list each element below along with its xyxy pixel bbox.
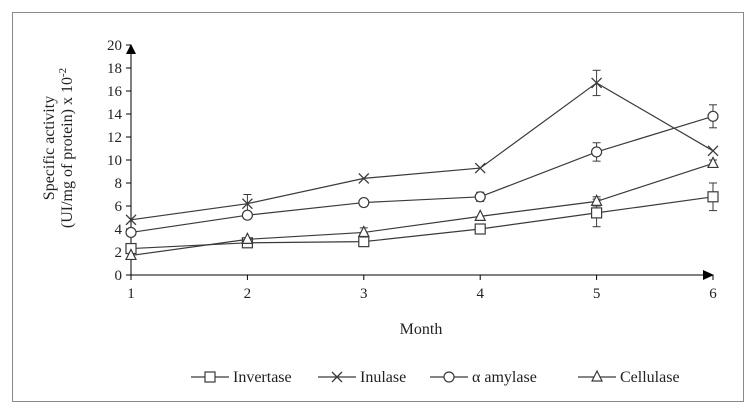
data-point	[125, 214, 137, 226]
data-point	[241, 209, 253, 221]
legend-marker	[331, 371, 343, 383]
legend-marker	[204, 371, 216, 383]
legend: Invertase Inulase α amylase Cellulase	[191, 369, 680, 386]
x-tick-label: 3	[360, 286, 368, 302]
data-point	[241, 232, 254, 244]
x-tick-label: 6	[709, 286, 717, 302]
y-axis-label-exponent: -2	[57, 68, 69, 77]
y-axis-arrow	[126, 44, 136, 54]
y-tick-label: 4	[115, 222, 123, 238]
data-point	[125, 226, 137, 239]
data-point	[707, 156, 719, 169]
y-axis-label-unit-text: (UI/mg of protein) x 10	[59, 77, 76, 228]
x-tick-label: 5	[593, 286, 601, 302]
data-point	[358, 236, 370, 248]
series-circle	[125, 104, 719, 239]
series-line	[130, 162, 714, 257]
series-line	[130, 196, 714, 250]
y-tick-label: 10	[107, 153, 122, 169]
y-tick-label: 18	[107, 61, 122, 77]
x-tick-label: 1	[127, 286, 135, 302]
y-tick-label: 0	[115, 268, 123, 284]
x-tick-label: 4	[476, 286, 484, 302]
x-tick-label: 2	[244, 286, 252, 302]
data-point	[125, 248, 137, 261]
data-point	[707, 191, 719, 203]
y-tick-label: 12	[107, 130, 122, 146]
y-tick-label: 20	[107, 38, 122, 54]
data-point	[474, 191, 486, 203]
series-line	[130, 82, 714, 221]
data-point	[358, 172, 370, 184]
data-point	[474, 209, 487, 221]
y-tick-label: 2	[115, 245, 123, 261]
series-square	[125, 182, 719, 255]
legend-marker	[591, 369, 603, 382]
data-point	[590, 207, 603, 219]
series-x	[125, 69, 719, 226]
series-group	[125, 69, 719, 261]
data-point	[707, 110, 719, 122]
legend-label: Inulase	[360, 369, 406, 386]
data-point	[707, 145, 719, 157]
data-point	[241, 198, 253, 210]
legend-label: α amylase	[472, 369, 537, 386]
y-tick-label: 8	[115, 176, 123, 192]
x-axis-label: Month	[400, 321, 443, 338]
data-point	[591, 77, 603, 89]
y-axis-label-unit: (UI/mg of protein) x 10-2	[57, 68, 76, 228]
x-axis-arrow	[703, 270, 714, 280]
data-point	[590, 146, 603, 158]
chart-frame	[12, 12, 744, 402]
series-line	[130, 115, 714, 234]
data-point	[358, 196, 370, 209]
y-tick-label: 16	[107, 84, 123, 100]
data-point	[590, 194, 603, 206]
data-point	[474, 162, 486, 174]
y-axis-label: Specific activity	[41, 96, 58, 200]
y-tick-label: 14	[107, 107, 123, 123]
legend-label: Invertase	[233, 369, 292, 386]
data-point	[474, 223, 486, 235]
data-point	[357, 225, 370, 238]
series-triangle	[125, 156, 719, 261]
y-tick-label: 6	[115, 199, 123, 215]
legend-marker	[443, 371, 455, 383]
legend-label: Cellulase	[620, 369, 680, 386]
